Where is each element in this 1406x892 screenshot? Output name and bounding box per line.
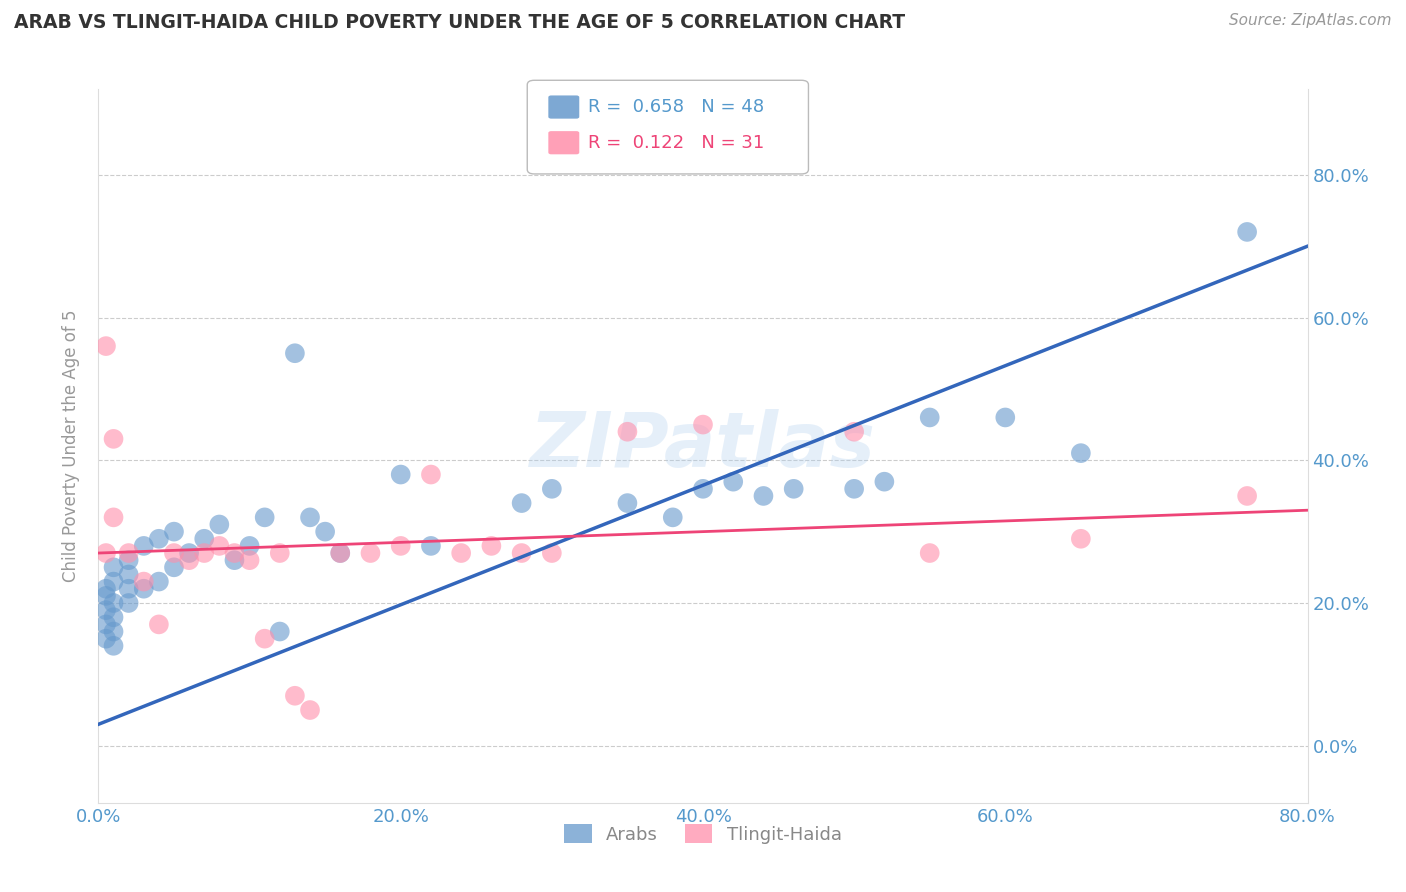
Point: [269, 546, 291, 560]
Point: [692, 417, 714, 432]
Point: [239, 539, 262, 553]
Point: [540, 546, 562, 560]
Point: [163, 560, 186, 574]
Point: [1236, 489, 1258, 503]
Point: [510, 546, 533, 560]
Legend: Arabs, Tlingit-Haida: Arabs, Tlingit-Haida: [557, 817, 849, 851]
Point: [103, 560, 125, 574]
Point: [103, 639, 125, 653]
Y-axis label: Child Poverty Under the Age of 5: Child Poverty Under the Age of 5: [62, 310, 80, 582]
Point: [193, 546, 215, 560]
Point: [661, 510, 683, 524]
Point: [1070, 446, 1092, 460]
Point: [1236, 225, 1258, 239]
Point: [208, 517, 231, 532]
Point: [132, 574, 155, 589]
Point: [284, 689, 307, 703]
Point: [94, 617, 117, 632]
Point: [616, 425, 638, 439]
Point: [253, 632, 276, 646]
Point: [692, 482, 714, 496]
Point: [314, 524, 336, 539]
Point: [873, 475, 896, 489]
Text: R =  0.658   N = 48: R = 0.658 N = 48: [588, 98, 763, 116]
Point: [510, 496, 533, 510]
Point: [616, 496, 638, 510]
Point: [1070, 532, 1092, 546]
Point: [299, 510, 322, 524]
Point: [94, 582, 117, 596]
Point: [103, 624, 125, 639]
Point: [253, 510, 276, 524]
Point: [450, 546, 472, 560]
Point: [329, 546, 352, 560]
Point: [360, 546, 382, 560]
Point: [752, 489, 775, 503]
Point: [132, 539, 155, 553]
Text: ARAB VS TLINGIT-HAIDA CHILD POVERTY UNDER THE AGE OF 5 CORRELATION CHART: ARAB VS TLINGIT-HAIDA CHILD POVERTY UNDE…: [14, 13, 905, 32]
Point: [163, 524, 186, 539]
Point: [783, 482, 806, 496]
Point: [103, 510, 125, 524]
Point: [94, 632, 117, 646]
Point: [420, 467, 443, 482]
Point: [224, 553, 246, 567]
Point: [103, 610, 125, 624]
Text: ZIPatlas: ZIPatlas: [530, 409, 876, 483]
Point: [118, 567, 141, 582]
Point: [208, 539, 231, 553]
Point: [94, 603, 117, 617]
Point: [103, 574, 125, 589]
Point: [132, 582, 155, 596]
Point: [284, 346, 307, 360]
Point: [94, 339, 117, 353]
Text: R =  0.122   N = 31: R = 0.122 N = 31: [588, 134, 763, 152]
Point: [94, 546, 117, 560]
Point: [329, 546, 352, 560]
Point: [224, 546, 246, 560]
Point: [148, 574, 170, 589]
Point: [269, 624, 291, 639]
Point: [994, 410, 1017, 425]
Point: [118, 582, 141, 596]
Point: [540, 482, 562, 496]
Point: [723, 475, 745, 489]
Point: [118, 546, 141, 560]
Point: [481, 539, 503, 553]
Point: [420, 539, 443, 553]
Point: [179, 553, 201, 567]
Point: [918, 546, 941, 560]
Point: [148, 617, 170, 632]
Point: [389, 467, 412, 482]
Point: [103, 596, 125, 610]
Point: [118, 596, 141, 610]
Point: [389, 539, 412, 553]
Point: [148, 532, 170, 546]
Point: [118, 553, 141, 567]
Point: [299, 703, 322, 717]
Point: [239, 553, 262, 567]
Point: [163, 546, 186, 560]
Point: [844, 425, 866, 439]
Point: [193, 532, 215, 546]
Text: Source: ZipAtlas.com: Source: ZipAtlas.com: [1229, 13, 1392, 29]
Point: [94, 589, 117, 603]
Point: [918, 410, 941, 425]
Point: [103, 432, 125, 446]
Point: [844, 482, 866, 496]
Point: [179, 546, 201, 560]
